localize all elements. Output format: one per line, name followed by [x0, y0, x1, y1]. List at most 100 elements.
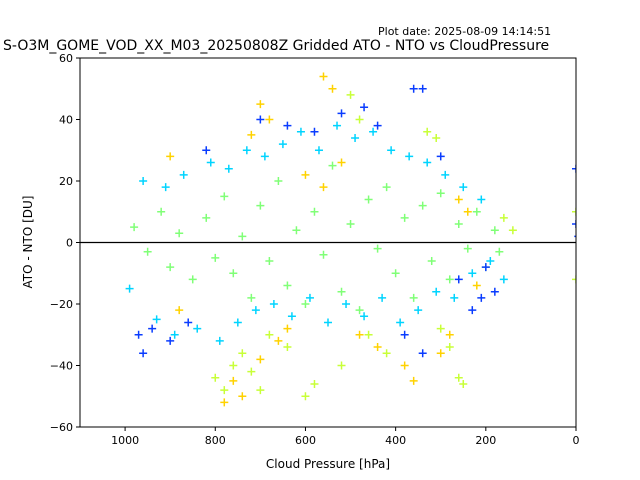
scatter-point [472, 281, 481, 290]
scatter-point [373, 244, 382, 253]
scatter-point [463, 207, 472, 216]
scatter-point [337, 287, 346, 296]
scatter-point [391, 269, 400, 278]
scatter-point [166, 263, 175, 272]
scatter-point [481, 263, 490, 272]
scatter-point [310, 127, 319, 136]
scatter-point [193, 324, 202, 333]
scatter-point [472, 207, 481, 216]
scatter-point [405, 152, 414, 161]
scatter-point [220, 386, 229, 395]
y-axis-label: ATO - NTO [DU] [21, 196, 35, 289]
scatter-point [572, 275, 576, 284]
scatter-point [202, 213, 211, 222]
scatter-point [454, 373, 463, 382]
scatter-point [148, 324, 157, 333]
scatter-point [360, 103, 369, 112]
scatter-point [477, 195, 486, 204]
scatter-points [125, 72, 576, 407]
scatter-point [333, 121, 342, 130]
scatter-point [324, 318, 332, 327]
y-tick-label: 60 [59, 52, 73, 65]
scatter-point [134, 330, 143, 339]
scatter-point [382, 183, 391, 192]
scatter-point [490, 287, 499, 296]
scatter-point [572, 164, 576, 173]
scatter-point [463, 244, 472, 253]
y-tick-label: 0 [66, 237, 73, 250]
scatter-point [400, 330, 409, 339]
scatter-point [423, 158, 432, 167]
scatter-point [346, 90, 355, 99]
scatter-point [418, 84, 427, 93]
scatter-point [166, 336, 175, 345]
scatter-point [292, 226, 301, 235]
scatter-point [184, 318, 193, 327]
scatter-point [319, 250, 328, 259]
scatter-point [328, 161, 337, 170]
scatter-point [423, 127, 432, 136]
scatter-point [355, 330, 364, 339]
scatter-point [355, 306, 364, 315]
y-tick-label: 20 [59, 175, 73, 188]
scatter-point [418, 201, 427, 210]
scatter-point [125, 284, 134, 293]
scatter-point [215, 336, 224, 345]
scatter-point [346, 220, 355, 229]
scatter-point [342, 300, 351, 308]
scatter-point [152, 315, 161, 324]
scatter-point [436, 349, 445, 358]
scatter-point [139, 177, 148, 185]
scatter-point [238, 232, 247, 241]
chart-title: S-O3M_GOME_VOD_XX_M03_20250808Z Gridded … [3, 38, 549, 54]
scatter-point [572, 207, 576, 216]
scatter-point [337, 158, 346, 167]
scatter-point [188, 275, 197, 284]
scatter-point [436, 152, 445, 161]
scatter-point [161, 183, 170, 192]
scatter-point [283, 324, 292, 333]
scatter-point [337, 361, 346, 370]
scatter-point [247, 130, 256, 139]
scatter-point [247, 367, 256, 376]
scatter-point [459, 379, 468, 388]
scatter-point [355, 115, 364, 124]
scatter-point [351, 133, 360, 142]
scatter-point [202, 146, 211, 155]
scatter-point [418, 349, 427, 358]
scatter-point [251, 306, 260, 315]
x-tick-label: 800 [205, 434, 226, 447]
scatter-point [256, 100, 265, 109]
scatter-point [206, 158, 215, 167]
scatter-point [296, 127, 305, 136]
scatter-point [278, 140, 287, 149]
scatter-point [256, 201, 265, 210]
scatter-point [283, 281, 292, 290]
scatter-point [310, 379, 319, 388]
scatter-point [166, 152, 175, 161]
scatter-point [436, 189, 445, 198]
scatter-point [373, 121, 382, 130]
scatter-point [454, 220, 463, 229]
scatter-point [143, 247, 152, 256]
y-axis-ticks: 60 40 20 0 −20 −40 −60 [50, 52, 80, 434]
scatter-point [477, 293, 486, 302]
scatter-point [364, 330, 373, 339]
scatter-point [247, 293, 256, 302]
scatter-point [301, 392, 310, 401]
scatter-point [432, 287, 441, 296]
scatter-point [499, 275, 508, 284]
scatter-point [287, 312, 296, 321]
scatter-point [130, 223, 139, 232]
scatter-point [170, 330, 179, 339]
x-tick-label: 0 [573, 434, 580, 447]
scatter-point [337, 109, 346, 118]
scatter-point [242, 146, 251, 155]
scatter-point [305, 293, 314, 302]
scatter-point [369, 127, 378, 136]
scatter-point [409, 293, 418, 302]
y-tick-label: −20 [50, 298, 73, 311]
scatter-point [572, 220, 576, 229]
scatter-point [387, 146, 396, 155]
